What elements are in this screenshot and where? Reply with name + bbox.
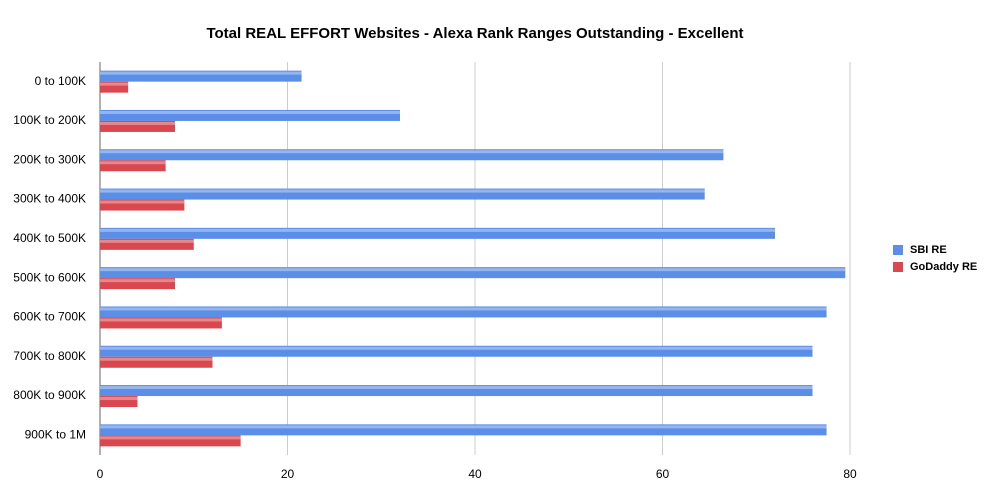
x-tick-label: 40 <box>468 467 482 481</box>
bar <box>100 435 241 447</box>
bar <box>100 345 813 357</box>
bar <box>100 306 827 318</box>
bar <box>100 227 775 239</box>
bar <box>100 109 400 121</box>
y-tick-label: 500K to 600K <box>13 270 86 284</box>
y-tick-label: 400K to 500K <box>13 231 86 245</box>
y-tick-label: 200K to 300K <box>13 152 86 166</box>
bar <box>100 385 813 397</box>
bar <box>100 267 846 279</box>
bar <box>100 188 705 200</box>
chart-title: Total REAL EFFORT Websites - Alexa Rank … <box>206 25 743 42</box>
x-tick-label: 80 <box>843 467 857 481</box>
y-tick-label: 300K to 400K <box>13 192 86 206</box>
y-tick-label: 0 to 100K <box>35 74 86 88</box>
x-tick-label: 20 <box>281 467 295 481</box>
bar <box>100 70 302 82</box>
y-tick-label: 100K to 200K <box>13 113 86 127</box>
legend-label: SBI RE <box>910 244 947 256</box>
y-tick-label: 800K to 900K <box>13 388 86 402</box>
legend-label: GoDaddy RE <box>910 261 977 273</box>
bar <box>100 238 194 250</box>
legend-swatch <box>893 262 903 272</box>
bar <box>100 81 129 93</box>
y-tick-label: 900K to 1M <box>25 428 86 442</box>
y-tick-label: 700K to 800K <box>13 349 86 363</box>
y-tick-label: 600K to 700K <box>13 310 86 324</box>
bar <box>100 424 827 436</box>
bar <box>100 278 175 290</box>
bar <box>100 356 213 368</box>
bar <box>100 160 166 172</box>
x-tick-label: 0 <box>97 467 104 481</box>
bar <box>100 396 138 408</box>
bar <box>100 199 185 211</box>
bar <box>100 317 222 329</box>
bar <box>100 120 175 132</box>
bar <box>100 149 724 161</box>
x-tick-label: 60 <box>656 467 670 481</box>
legend-swatch <box>893 245 903 255</box>
